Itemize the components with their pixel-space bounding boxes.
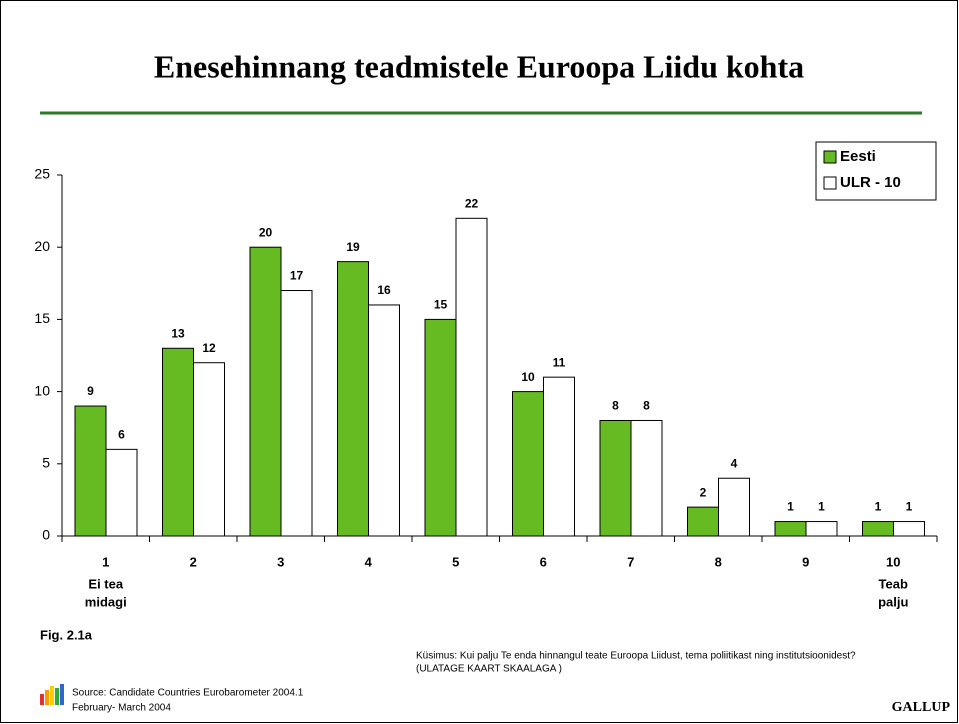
- value-label: 8: [612, 399, 619, 413]
- x-tick-label: 8: [715, 554, 722, 569]
- bar: [630, 419, 663, 537]
- bar: [74, 405, 107, 537]
- axis-annotation: Ei tea: [88, 576, 123, 591]
- x-tick-label: 1: [102, 554, 109, 569]
- chart-title: Enesehinnang teadmistele Euroopa Liidu k…: [154, 48, 804, 84]
- axis-annotation: Teab: [879, 576, 908, 591]
- value-label: 12: [202, 341, 216, 355]
- brand: GALLUP: [892, 700, 951, 715]
- value-label: 2: [700, 485, 707, 499]
- bar: [543, 376, 575, 537]
- value-label: 17: [290, 269, 304, 283]
- legend-label: Eesti: [840, 148, 876, 165]
- value-label: 1: [787, 500, 794, 514]
- value-label: 6: [118, 428, 125, 442]
- value-label: 20: [259, 225, 273, 239]
- value-label: 1: [818, 500, 825, 514]
- x-tick-label: 7: [627, 554, 634, 569]
- value-label: 4: [731, 456, 738, 470]
- legend-label: ULR - 10: [840, 174, 901, 191]
- value-label: 1: [875, 500, 882, 514]
- x-tick-label: 10: [886, 554, 900, 569]
- y-tick-label: 15: [34, 310, 50, 326]
- value-label: 22: [465, 196, 479, 210]
- x-tick-label: 2: [190, 554, 197, 569]
- bar: [249, 246, 282, 537]
- y-tick-label: 5: [42, 455, 50, 471]
- question-line: (ULATAGE KAART SKAALAGA ): [416, 664, 562, 675]
- value-label: 15: [434, 298, 448, 312]
- bar: [599, 419, 632, 537]
- question-line: Küsimus: Kui palju Te enda hinnangul tea…: [416, 651, 856, 662]
- value-label: 9: [87, 384, 94, 398]
- source-line: February- March 2004: [72, 703, 171, 714]
- y-tick-label: 0: [42, 527, 50, 543]
- bar: [424, 318, 457, 537]
- axis-annotation: palju: [878, 594, 908, 609]
- x-tick-label: 6: [540, 554, 547, 569]
- bar: [455, 217, 488, 537]
- bar: [280, 290, 313, 537]
- value-label: 19: [346, 240, 360, 254]
- value-label: 11: [553, 355, 566, 369]
- logo: [40, 684, 64, 705]
- bar: [805, 521, 838, 537]
- value-label: 16: [377, 283, 391, 297]
- bar: [774, 521, 807, 537]
- legend-swatch: [823, 150, 837, 164]
- x-tick-label: 4: [365, 554, 373, 569]
- value-label: 8: [643, 399, 650, 413]
- x-tick-label: 5: [452, 554, 459, 569]
- x-tick-label: 3: [277, 554, 284, 569]
- bar: [512, 391, 544, 537]
- y-tick-label: 20: [34, 238, 50, 254]
- source-line: Source: Candidate Countries Eurobaromete…: [72, 688, 304, 699]
- axis-annotation: midagi: [85, 594, 127, 609]
- value-label: 10: [521, 370, 535, 384]
- y-tick-label: 10: [34, 382, 50, 398]
- bar: [368, 304, 400, 537]
- x-tick-label: 9: [802, 554, 809, 569]
- figure-label: Fig. 2.1a: [40, 627, 93, 642]
- value-label: 1: [906, 500, 913, 514]
- bar: [337, 261, 369, 537]
- bar: [162, 347, 194, 537]
- bar: [862, 521, 894, 537]
- value-label: 13: [171, 326, 185, 340]
- bar: [718, 477, 750, 537]
- bar: [193, 362, 225, 537]
- bar: [105, 448, 138, 537]
- legend-swatch: [823, 176, 837, 190]
- y-tick-label: 25: [34, 166, 50, 182]
- bar: [687, 506, 719, 537]
- bar: [893, 521, 925, 537]
